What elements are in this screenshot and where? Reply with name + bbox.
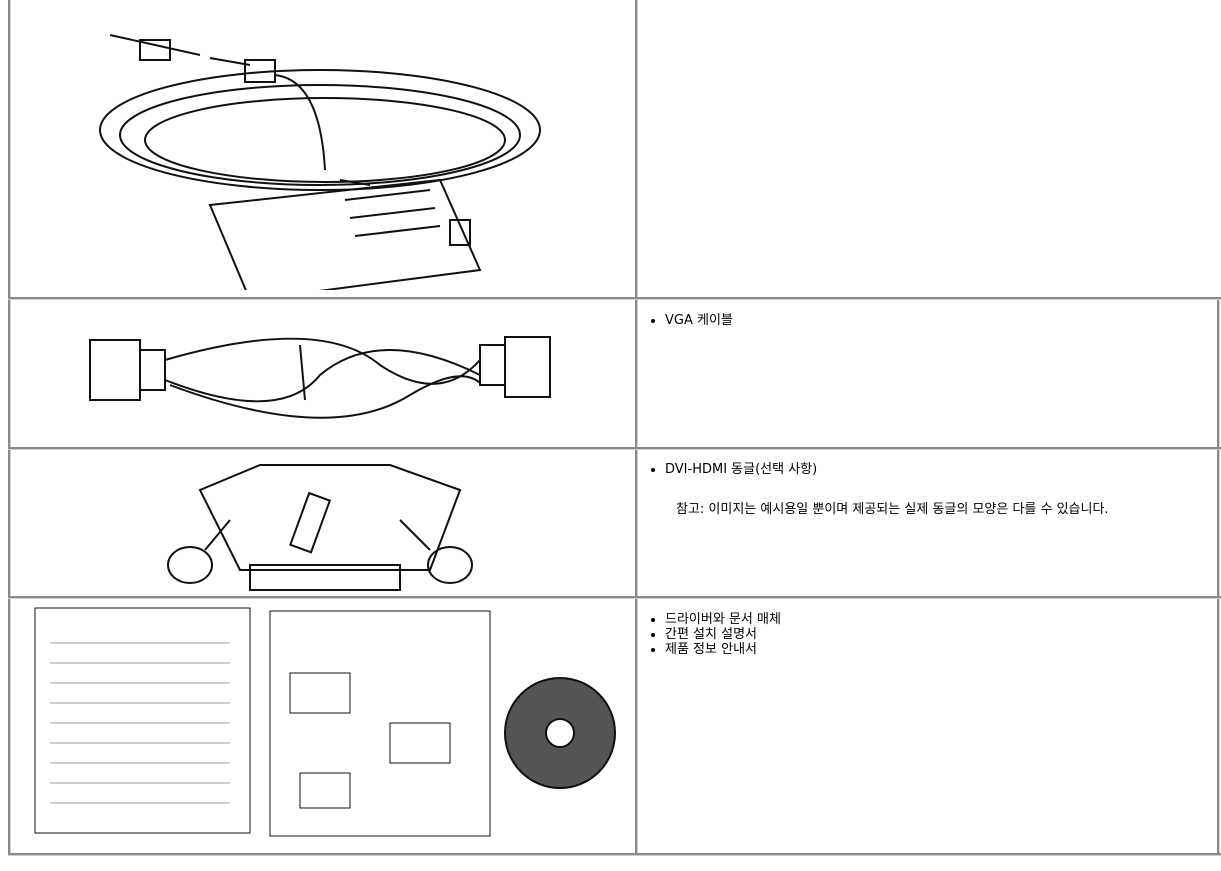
note: 참고: 이미지는 예시용일 뿐이며 제공되는 실제 동글의 모양은 다를 수 있… [676,502,1109,517]
item-list: DVI-HDMI 동글(선택 사항) [650,462,817,477]
table-border [8,0,11,855]
item-list: 드라이버와 문서 매체 간편 설치 설명서 제품 정보 안내서 [650,612,781,657]
row-divider [8,596,1221,599]
cell-text: DVI-HDMI 동글(선택 사항) [650,462,817,477]
list-item: VGA 케이블 [665,313,733,328]
item-list: VGA 케이블 [650,313,733,328]
documents-illustration [34,607,616,837]
cell-text: 드라이버와 문서 매체 간편 설치 설명서 제품 정보 안내서 [650,612,781,657]
table-border [8,853,1221,856]
list-item: 드라이버와 문서 매체 [665,612,781,627]
table-border [1217,298,1220,855]
list-item: DVI-HDMI 동글(선택 사항) [665,462,817,477]
power-cable-illustration [99,34,541,290]
cell-text: VGA 케이블 [650,313,733,328]
dongle-illustration [167,464,473,591]
column-divider [635,0,638,855]
row-divider [8,447,1221,450]
list-item: 간편 설치 설명서 [665,627,781,642]
list-item: 제품 정보 안내서 [665,642,781,657]
vga-cable-illustration [89,336,551,419]
row-divider [8,297,1221,300]
